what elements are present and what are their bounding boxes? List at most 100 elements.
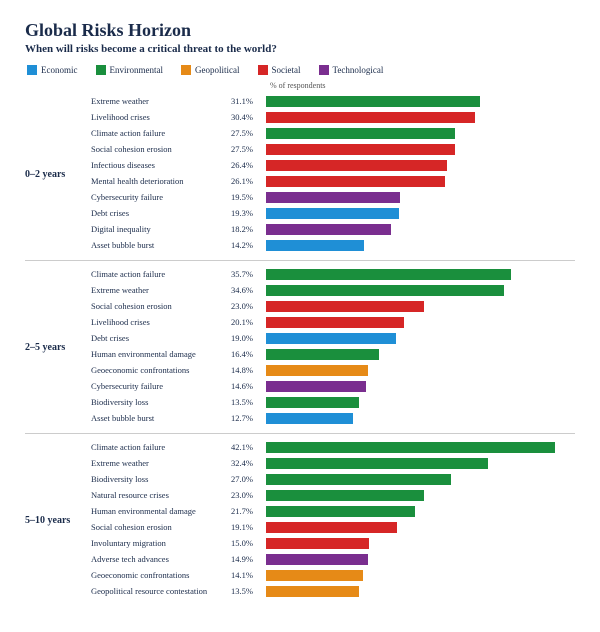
legend-swatch (258, 65, 268, 75)
risk-value: 18.2% (231, 224, 266, 234)
group-label: 2–5 years (25, 342, 91, 353)
risk-row: Cybersecurity failure14.6% (91, 379, 575, 393)
group-bars: Climate action failure42.1% Extreme weath… (91, 440, 575, 600)
risk-value: 35.7% (231, 269, 266, 279)
bar-track (266, 176, 575, 187)
bar-track (266, 522, 575, 533)
risk-name: Human environmental damage (91, 349, 231, 359)
legend-swatch (181, 65, 191, 75)
legend-label: Economic (41, 65, 78, 75)
risk-value: 31.1% (231, 96, 266, 106)
risk-row: Extreme weather32.4% (91, 456, 575, 470)
legend-label: Environmental (110, 65, 164, 75)
group: 2–5 years Climate action failure35.7%Extr… (25, 267, 575, 434)
bar-track (266, 285, 575, 296)
risk-name: Debt crises (91, 208, 231, 218)
risk-value: 27.5% (231, 128, 266, 138)
risk-row: Climate action failure42.1% (91, 440, 575, 454)
risk-name: Biodiversity loss (91, 397, 231, 407)
bar-track (266, 301, 575, 312)
risk-name: Livelihood crises (91, 317, 231, 327)
bar (266, 317, 404, 328)
legend-label: Societal (272, 65, 301, 75)
legend-item-societal: Societal (258, 65, 301, 75)
bar-track (266, 506, 575, 517)
risk-value: 13.5% (231, 397, 266, 407)
risk-row: Biodiversity loss27.0% (91, 472, 575, 486)
bar-track (266, 224, 575, 235)
risk-row: Involuntary migration15.0% (91, 536, 575, 550)
risk-row: Debt crises19.3% (91, 206, 575, 220)
legend-item-technological: Technological (319, 65, 384, 75)
bar-track (266, 474, 575, 485)
risk-value: 19.5% (231, 192, 266, 202)
risk-name: Extreme weather (91, 458, 231, 468)
risk-name: Climate action failure (91, 269, 231, 279)
risk-value: 32.4% (231, 458, 266, 468)
bar-track (266, 349, 575, 360)
bar-track (266, 269, 575, 280)
risk-value: 23.0% (231, 301, 266, 311)
bar (266, 224, 391, 235)
risk-name: Asset bubble burst (91, 413, 231, 423)
risk-row: Biodiversity loss13.5% (91, 395, 575, 409)
risk-value: 14.2% (231, 240, 266, 250)
risk-value: 42.1% (231, 442, 266, 452)
risk-name: Adverse tech advances (91, 554, 231, 564)
risk-value: 21.7% (231, 506, 266, 516)
risk-value: 14.9% (231, 554, 266, 564)
risk-row: Natural resource crises23.0% (91, 488, 575, 502)
bar (266, 240, 364, 251)
bar-track (266, 333, 575, 344)
bar-track (266, 397, 575, 408)
legend: EconomicEnvironmentalGeopoliticalSocieta… (25, 65, 575, 75)
risk-value: 12.7% (231, 413, 266, 423)
bar (266, 586, 359, 597)
risk-name: Extreme weather (91, 96, 231, 106)
risk-row: Social cohesion erosion19.1% (91, 520, 575, 534)
bar (266, 458, 488, 469)
bar (266, 554, 368, 565)
risk-name: Digital inequality (91, 224, 231, 234)
risk-value: 34.6% (231, 285, 266, 295)
risk-row: Geoeconomic confrontations14.1% (91, 568, 575, 582)
risk-value: 16.4% (231, 349, 266, 359)
bar (266, 570, 363, 581)
bar (266, 301, 424, 312)
group-label: 0–2 years (25, 169, 91, 180)
bar (266, 538, 369, 549)
risk-row: Adverse tech advances14.9% (91, 552, 575, 566)
bar (266, 128, 455, 139)
risk-name: Extreme weather (91, 285, 231, 295)
bar (266, 160, 447, 171)
risk-name: Social cohesion erosion (91, 144, 231, 154)
bar (266, 442, 555, 453)
risk-row: Social cohesion erosion27.5% (91, 142, 575, 156)
risk-row: Infectious diseases26.4% (91, 158, 575, 172)
risk-name: Geoeconomic confrontations (91, 365, 231, 375)
chart-title: Global Risks Horizon (25, 20, 575, 41)
bar-track (266, 365, 575, 376)
risk-value: 27.5% (231, 144, 266, 154)
legend-swatch (319, 65, 329, 75)
bar (266, 522, 397, 533)
risk-value: 15.0% (231, 538, 266, 548)
legend-item-economic: Economic (27, 65, 78, 75)
risk-row: Climate action failure27.5% (91, 126, 575, 140)
risk-value: 20.1% (231, 317, 266, 327)
risk-name: Geoeconomic confrontations (91, 570, 231, 580)
risk-value: 14.8% (231, 365, 266, 375)
risk-name: Human environmental damage (91, 506, 231, 516)
bar (266, 96, 480, 107)
bar (266, 112, 475, 123)
risk-value: 14.1% (231, 570, 266, 580)
risk-name: Mental health deterioration (91, 176, 231, 186)
risk-name: Biodiversity loss (91, 474, 231, 484)
bar-track (266, 317, 575, 328)
risk-row: Cybersecurity failure19.5% (91, 190, 575, 204)
bar-track (266, 208, 575, 219)
bar (266, 413, 353, 424)
bar-track (266, 554, 575, 565)
risk-value: 26.4% (231, 160, 266, 170)
risk-value: 27.0% (231, 474, 266, 484)
